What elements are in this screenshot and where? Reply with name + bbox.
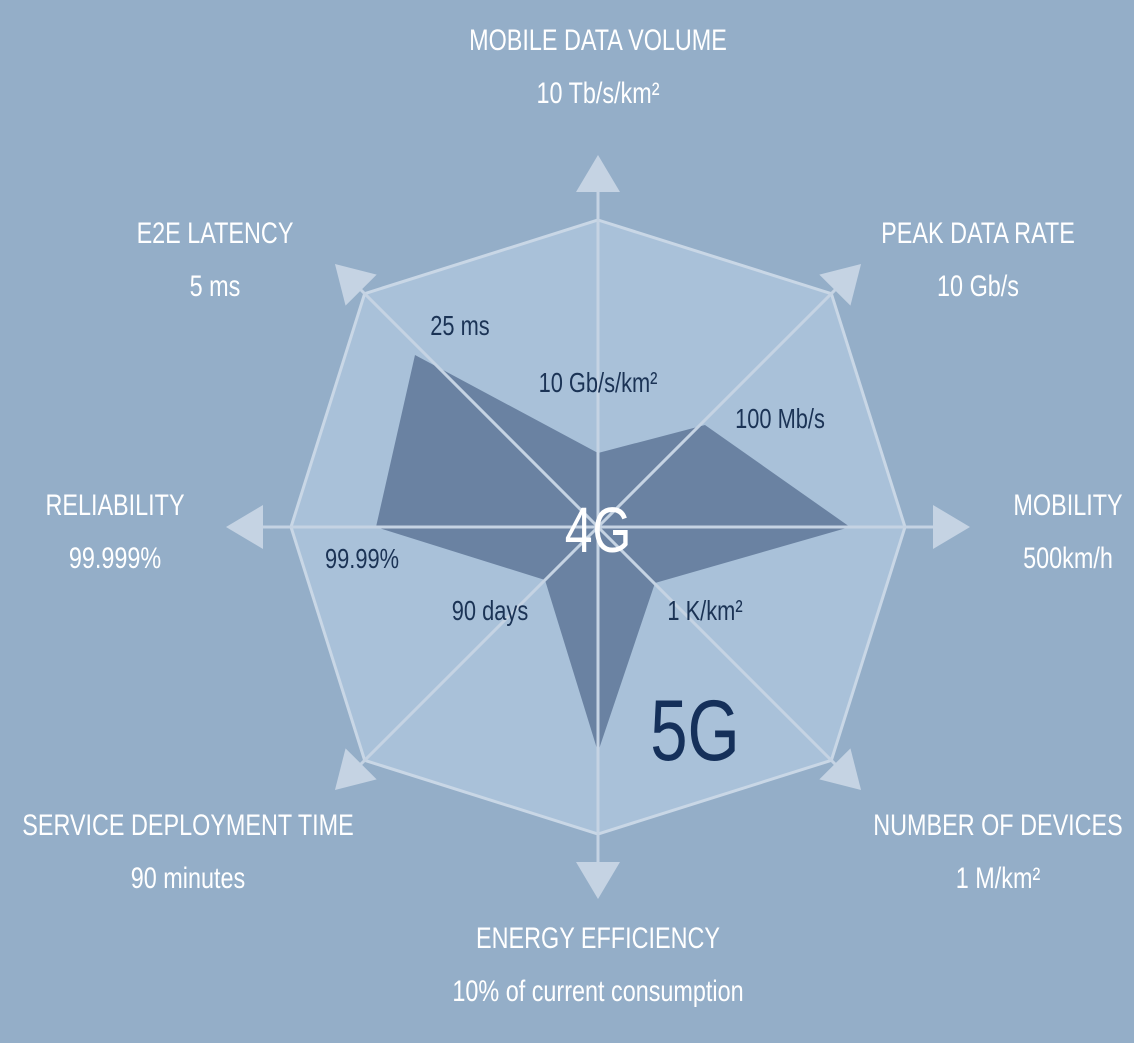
axis-target-group: 5 ms (190, 269, 241, 302)
axis-target-group: 10 Gb/s (937, 269, 1019, 302)
axis-target-group: 1 M/km² (956, 861, 1040, 894)
axis-current: 90 days (452, 595, 528, 626)
axis-name: SERVICE DEPLOYMENT TIME (22, 808, 353, 841)
axis-current-group: 99.99% (325, 543, 399, 574)
axis-arrow (576, 862, 620, 899)
axis-arrow (819, 263, 862, 306)
axis-target-group: 99.999% (69, 541, 161, 574)
axis-name-group: NUMBER OF DEVICES (873, 808, 1123, 841)
axis-target-group: 90 minutes (131, 861, 245, 894)
axis-name: ENERGY EFFICIENCY (476, 921, 720, 954)
axis-arrow (334, 263, 377, 306)
outer-label-group: 5G (650, 683, 739, 779)
axis-name-group: RELIABILITY (45, 488, 184, 521)
axis-arrow (933, 505, 970, 549)
axis-target: 10 Tb/s/km² (536, 76, 659, 109)
axis-current-group: 90 days (452, 595, 528, 626)
axis-arrow (334, 748, 377, 791)
axis-name: MOBILITY (1013, 488, 1122, 521)
axis-current: 25 ms (430, 310, 489, 341)
axis-target: 500km/h (1023, 541, 1113, 574)
axis-name: NUMBER OF DEVICES (873, 808, 1123, 841)
axis-line (356, 525, 600, 769)
axis-line (596, 525, 840, 769)
outer-label: 5G (650, 683, 739, 779)
axis-current-group: 10 Gb/s/km² (539, 367, 658, 398)
axis-current: 99.99% (325, 543, 399, 574)
axis-name: RELIABILITY (45, 488, 184, 521)
axis-name: E2E LATENCY (137, 216, 294, 249)
axis-current: 1 K/km² (667, 595, 742, 626)
axis-target-group: 10% of current consumption (452, 974, 743, 1007)
center-label-group: 4G (565, 495, 632, 566)
axis-name: MOBILE DATA VOLUME (469, 23, 727, 56)
axis-target: 90 minutes (131, 861, 245, 894)
axis-target-group: 10 Tb/s/km² (536, 76, 659, 109)
axis-target: 5 ms (190, 269, 241, 302)
axis-arrow (576, 155, 620, 192)
inner-shape (376, 355, 850, 752)
axis-name-group: ENERGY EFFICIENCY (476, 921, 720, 954)
axis-name: PEAK DATA RATE (881, 216, 1075, 249)
axis-target-group: 500km/h (1023, 541, 1113, 574)
axis-current: 10 Gb/s/km² (539, 367, 658, 398)
axis-current-group: 25 ms (430, 310, 489, 341)
axis-arrow (819, 748, 862, 791)
axis-target: 10% of current consumption (452, 974, 743, 1007)
axis-name-group: E2E LATENCY (137, 216, 294, 249)
axis-line (596, 285, 840, 529)
axis-arrow (226, 505, 263, 549)
center-label: 4G (565, 495, 632, 566)
axis-target: 10 Gb/s (937, 269, 1019, 302)
axis-current-group: 100 Mb/s (735, 403, 825, 434)
axis-target: 99.999% (69, 541, 161, 574)
axis-name-group: PEAK DATA RATE (881, 216, 1075, 249)
axis-line (356, 285, 600, 529)
axis-name-group: MOBILITY (1013, 488, 1122, 521)
axis-target: 1 M/km² (956, 861, 1040, 894)
axis-current-group: 1 K/km² (667, 595, 742, 626)
axis-name-group: MOBILE DATA VOLUME (469, 23, 727, 56)
axis-name-group: SERVICE DEPLOYMENT TIME (22, 808, 353, 841)
axis-current: 100 Mb/s (735, 403, 825, 434)
